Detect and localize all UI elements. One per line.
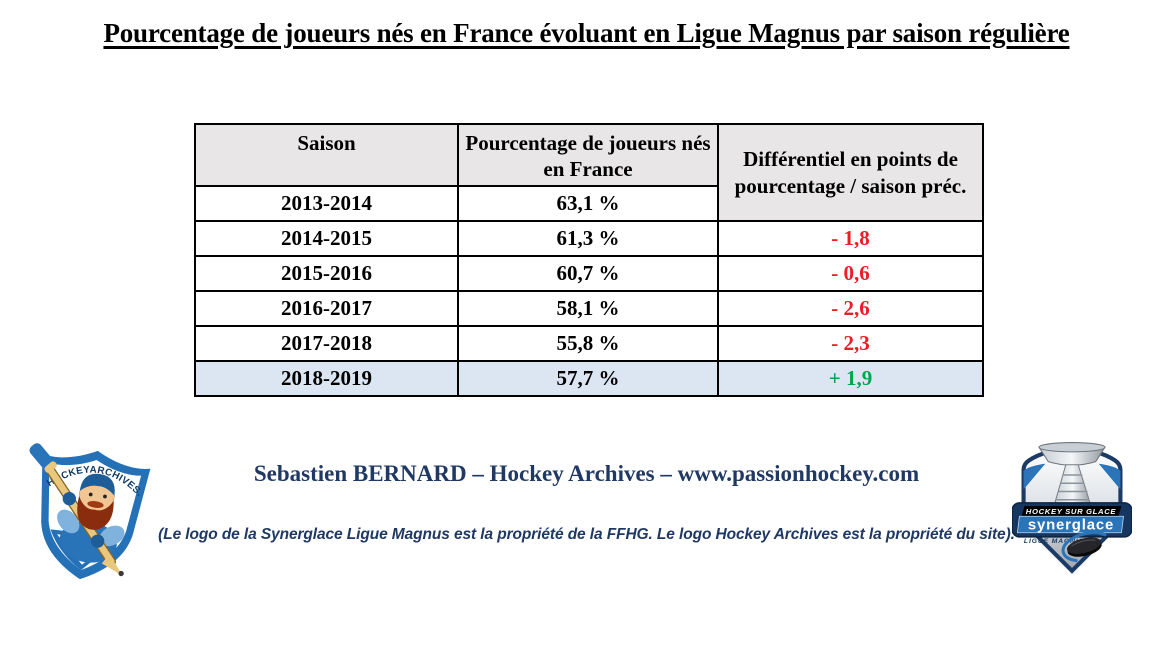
differential-cell: - 1,8: [717, 220, 984, 257]
table-row: 2017-2018 55,8 % - 2,3: [194, 325, 984, 362]
percentage-cell: 60,7 %: [457, 255, 719, 292]
differential-cell: - 2,6: [717, 290, 984, 327]
pencil-tip: [101, 554, 123, 576]
trophy-icon: [1038, 442, 1106, 509]
differential-cell: + 1,9: [717, 360, 984, 397]
puck-icon: [1066, 537, 1102, 557]
banner-text: HOCKEY SUR GLACE: [1026, 507, 1117, 516]
player-beard: [77, 495, 114, 530]
pencil-point: [118, 570, 124, 577]
trophy-rings: [1056, 474, 1090, 501]
synerglace-badge: HOCKEY SUR GLACE synerglace LIGUE MAGNUS: [1012, 442, 1132, 574]
season-cell: 2013-2014: [194, 185, 459, 222]
player-glove-left: [62, 492, 77, 506]
table-row: 2013-2014 63,1 %: [194, 185, 983, 222]
blade-tip: [44, 461, 57, 473]
page-title: Pourcentage de joueurs nés en France évo…: [0, 18, 1173, 49]
header-differential: Différentiel en points de pourcentage / …: [717, 123, 984, 222]
percentage-cell: 58,1 %: [457, 290, 719, 327]
brand-text: synerglace: [1028, 517, 1114, 534]
banner-strip: [1021, 505, 1122, 517]
player-eye-right: [103, 494, 107, 499]
player-arm-right: [99, 525, 125, 547]
season-cell: 2015-2016: [194, 255, 459, 292]
synerglace-ligue-magnus-logo: HOCKEY SUR GLACE synerglace LIGUE MAGNUS: [1012, 442, 1132, 574]
stick-blade: [29, 443, 57, 473]
season-cell: 2016-2017: [194, 290, 459, 327]
hockeyarchives-logo: HOCKEYARCHIVES.INFO: [22, 442, 152, 580]
player-eye-left: [88, 492, 93, 497]
trophy-rim: [1038, 442, 1106, 453]
percentage-cell: 63,1 %: [457, 185, 719, 222]
percentage-cell: 55,8 %: [457, 325, 719, 362]
percentage-cell: 61,3 %: [457, 220, 719, 257]
table-row: 2014-2015 61,3 % - 1,8: [194, 220, 984, 257]
league-subtitle: LIGUE MAGNUS: [1024, 538, 1087, 545]
puck-swoosh: [1061, 531, 1107, 563]
header-season: Saison: [194, 123, 459, 187]
puck-glint: [1071, 539, 1096, 547]
season-cell: 2014-2015: [194, 220, 459, 257]
player-mustache: [87, 501, 104, 508]
player-glove-right: [90, 534, 105, 548]
hockey-player: [29, 443, 125, 577]
puck-top: [1066, 537, 1102, 554]
table-header-row: Saison Pourcentage de joueurs nés en Fra…: [194, 123, 984, 222]
season-cell: 2017-2018: [194, 325, 459, 362]
page-title-text: Pourcentage de joueurs nés en France évo…: [103, 18, 1070, 48]
differential-cell: - 0,6: [717, 255, 984, 292]
badge-corner-right: [1098, 463, 1121, 490]
brand-strip: [1016, 515, 1124, 534]
hockeyarchives-shield: HOCKEYARCHIVES.INFO: [22, 442, 152, 580]
header-percentage: Pourcentage de joueurs nés en France: [457, 123, 719, 187]
table-row: 2015-2016 60,7 % - 0,6: [194, 255, 984, 292]
table-row-highlighted: 2018-2019 57,7 % + 1,9: [194, 360, 984, 397]
author-credit: Sebastien BERNARD – Hockey Archives – ww…: [253, 461, 920, 486]
differential-cell: - 2,3: [717, 325, 984, 362]
player-cap: [79, 473, 115, 496]
season-cell: 2018-2019: [194, 360, 459, 397]
stats-table: Saison Pourcentage de joueurs nés en Fra…: [194, 123, 984, 397]
copyright-note: (Le logo de la Synerglace Ligue Magnus e…: [158, 526, 1015, 543]
player-arm-left: [57, 509, 80, 534]
table-row: 2016-2017 58,1 % - 2,6: [194, 290, 984, 327]
percentage-cell: 57,7 %: [457, 360, 719, 397]
